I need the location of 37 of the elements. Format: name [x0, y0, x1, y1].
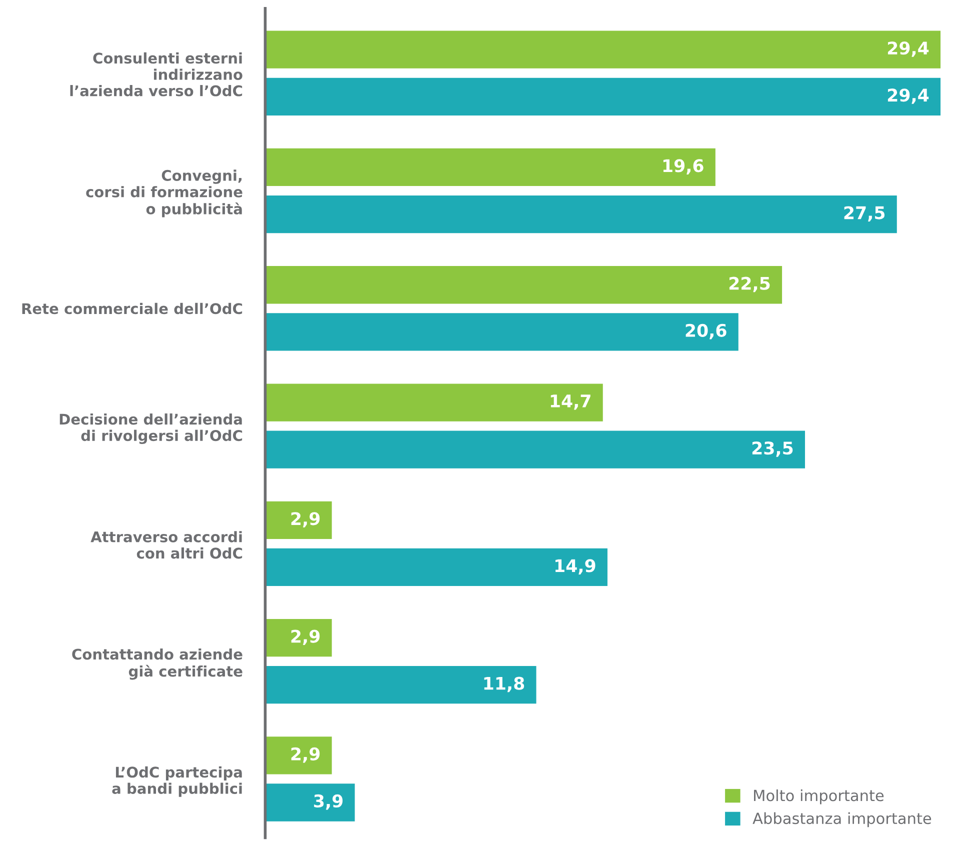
data-label: 23,5 — [752, 441, 793, 457]
data-label: 3,9 — [314, 794, 343, 810]
data-label: 20,6 — [686, 324, 726, 340]
bar — [265, 313, 738, 351]
y-tick-label: L’OdC partecipa a bandi pubblici — [112, 766, 242, 797]
y-tick-label: Attraverso accordi con altri OdC — [90, 531, 242, 559]
bar — [265, 78, 941, 116]
legend-label: Molto importante — [754, 789, 884, 804]
y-tick-label: Contattando aziende già certificate — [72, 648, 242, 680]
bar — [265, 195, 897, 234]
y-tick-label: Convegni, corsi di formazione o pubblicità — [86, 170, 242, 218]
data-label: 14,7 — [550, 394, 590, 410]
data-label: 2,9 — [291, 630, 320, 646]
data-label: 29,4 — [888, 88, 929, 104]
data-label: 19,6 — [663, 159, 704, 174]
data-label: 2,9 — [291, 512, 320, 528]
bar — [265, 384, 603, 422]
legend-label: Abbastanza importante — [752, 812, 932, 828]
bar — [265, 784, 355, 822]
bar — [265, 666, 536, 704]
y-tick-label: Rete commerciale dell’OdC — [22, 302, 242, 314]
bar — [265, 30, 941, 68]
bar — [265, 430, 806, 468]
data-label: 29,4 — [888, 42, 929, 57]
bar — [265, 148, 716, 186]
data-label: 11,8 — [484, 676, 524, 692]
data-label: 22,5 — [729, 276, 770, 292]
data-label: 14,9 — [555, 559, 596, 574]
bar — [265, 736, 332, 774]
bar — [265, 501, 332, 539]
bar — [265, 548, 608, 586]
y-tick-label: Decisione dell’azienda di rivolgersi all’OdC — [60, 413, 242, 444]
bar — [265, 618, 332, 657]
y-tick-label: Consulenti esterni indirizzano l’azienda verso l’OdC — [70, 52, 242, 96]
data-label: 27,5 — [844, 206, 885, 222]
data-label: 2,9 — [291, 747, 320, 763]
bar — [265, 266, 782, 304]
